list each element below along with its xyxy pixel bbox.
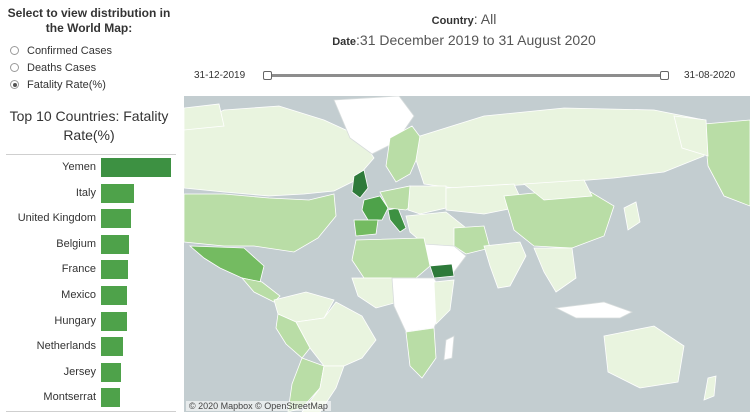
bar-label-united-kingdom: United Kingdom [17,212,96,225]
map-country-west-africa[interactable] [351,277,399,309]
radio-option-confirmed-cases[interactable]: Confirmed Cases [10,42,112,59]
map-country-italy[interactable] [387,207,407,233]
map-country-norway-sweden[interactable] [385,125,425,183]
bar-italy[interactable] [101,183,135,203]
metric-radio-group: Confirmed Cases Deaths Cases Fatality Ra… [10,42,112,93]
bar-jersey[interactable] [101,362,122,382]
bar-hungary[interactable] [101,311,127,331]
date-value: :31 December 2019 to 31 August 2020 [356,32,596,48]
bar-france[interactable] [101,260,129,280]
bar-united-kingdom[interactable] [101,209,132,229]
map-country-southern-africa[interactable] [405,327,437,379]
bar-label-jersey: Jersey [63,365,96,378]
divider [6,411,176,412]
radio-label: Fatality Rate(%) [27,78,106,91]
map-country-australia[interactable] [603,325,685,389]
map-country-indonesia[interactable] [554,301,634,319]
map-country-mongolia[interactable] [522,179,593,201]
map-country-north-africa[interactable] [351,237,431,279]
map-country-kazakhstan[interactable] [445,183,525,215]
radio-label: Confirmed Cases [27,44,112,57]
map-country-alaska-east[interactable] [673,115,709,157]
slider-end-label: 31-08-2020 [684,70,736,81]
date-range-slider-track[interactable] [268,74,664,77]
slider-start-handle[interactable] [263,71,272,80]
map-country-eastern-europe[interactable] [407,185,447,215]
map-country-new-zealand[interactable] [703,375,717,401]
bar-montserrat[interactable] [101,388,120,408]
bar-label-france: France [61,263,96,276]
map-country-india[interactable] [483,241,527,289]
bar-netherlands[interactable] [101,337,123,357]
selector-title: Select to view distribution in the World… [7,6,171,35]
map-country-usa[interactable] [184,193,337,253]
date-label: Date [332,36,357,48]
map-country-yemen[interactable] [429,263,455,279]
country-value: : All [473,11,497,27]
map-country-argentina[interactable] [301,365,345,412]
map-attribution: © 2020 Mapbox © OpenStreetMap [186,401,331,411]
radio-selected-icon[interactable] [10,80,19,89]
map-country-japan[interactable] [623,201,641,231]
bar-label-netherlands: Netherlands [36,340,96,353]
slider-end-handle[interactable] [660,71,669,80]
bar-label-mexico: Mexico [61,289,96,301]
bar-label-yemen: Yemen [62,161,96,173]
left-panel: Select to view distribution in the World… [0,0,178,415]
map-country-mexico[interactable] [188,245,265,283]
bar-yemen[interactable] [101,158,171,177]
map-country-southeast-asia[interactable] [533,247,577,293]
map-country-alaska[interactable] [184,103,225,131]
date-range-display: Date:31 December 2019 to 31 August 2020 [178,32,750,48]
radio-icon[interactable] [10,63,19,72]
world-map-svg [184,96,750,412]
map-country-russia-east[interactable] [703,119,750,207]
radio-option-deaths-cases[interactable]: Deaths Cases [10,59,112,76]
top10-title: Top 10 Countries: Fatality Rate(%) [9,108,169,143]
map-country-madagascar[interactable] [443,335,455,361]
slider-start-label: 31-12-2019 [194,70,246,81]
country-label: Country [431,15,474,27]
radio-icon[interactable] [10,46,19,55]
bar-belgium[interactable] [101,234,130,254]
top10-bar-chart: Yemen Italy United Kingdom Belgium France Mex… [0,155,178,411]
world-map[interactable]: © 2020 Mapbox © OpenStreetMap [184,96,750,412]
bar-mexico[interactable] [101,286,128,305]
bar-label-montserrat: Montserrat [43,391,96,404]
bar-label-italy: Italy [75,186,96,199]
map-country-uk[interactable] [351,169,369,199]
map-country-iran[interactable] [453,225,491,255]
map-country-russia[interactable] [415,107,705,189]
map-country-france[interactable] [361,195,389,221]
divider [6,154,176,155]
radio-label: Deaths Cases [27,61,97,74]
map-country-spain[interactable] [353,219,379,237]
country-filter-display: Country: All [178,11,750,27]
bar-label-belgium: Belgium [56,237,96,250]
bar-label-hungary: Hungary [54,314,96,327]
map-central-america[interactable] [240,277,281,303]
map-country-brazil[interactable] [295,301,377,367]
map-country-east-africa[interactable] [433,279,455,325]
radio-option-fatality-rate[interactable]: Fatality Rate(%) [10,76,112,93]
